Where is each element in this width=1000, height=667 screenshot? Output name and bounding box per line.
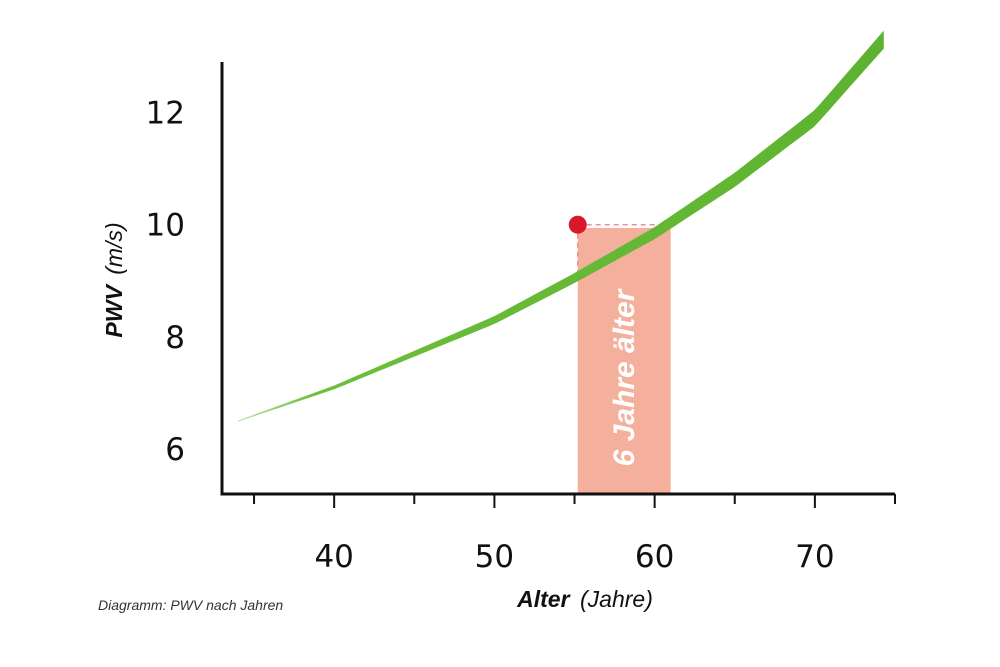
pwv-curve [238, 30, 884, 422]
y-axis-title-unit: (m/s) [101, 222, 127, 274]
y-tick-label: 6 [165, 432, 185, 468]
y-tick-label: 10 [146, 208, 185, 244]
x-axis-title: Alter (Jahre) [516, 586, 653, 612]
guide-lines-layer [576, 223, 671, 280]
x-tick-label: 70 [795, 539, 834, 575]
y-axis-title-main: PWV [101, 284, 127, 338]
y-axis-title: PWV (m/s) [101, 222, 127, 337]
marker-layer [568, 215, 587, 234]
x-tick-label: 40 [314, 539, 353, 575]
x-axis-title-unit: (Jahre) [580, 586, 653, 612]
x-tick-label: 50 [475, 539, 514, 575]
axes: 40 50 60 70 6 8 10 12 [146, 62, 896, 575]
x-axis-title-main: Alter [516, 586, 570, 612]
pwv-curve-layer [238, 30, 884, 422]
band-label: 6 Jahre älter [608, 287, 641, 466]
patient-marker-dot [568, 215, 587, 234]
chart-caption: Diagramm: PWV nach Jahren [98, 597, 284, 613]
y-tick-label: 12 [146, 95, 185, 131]
x-tick-label: 60 [635, 539, 674, 575]
y-tick-label: 8 [165, 320, 185, 356]
